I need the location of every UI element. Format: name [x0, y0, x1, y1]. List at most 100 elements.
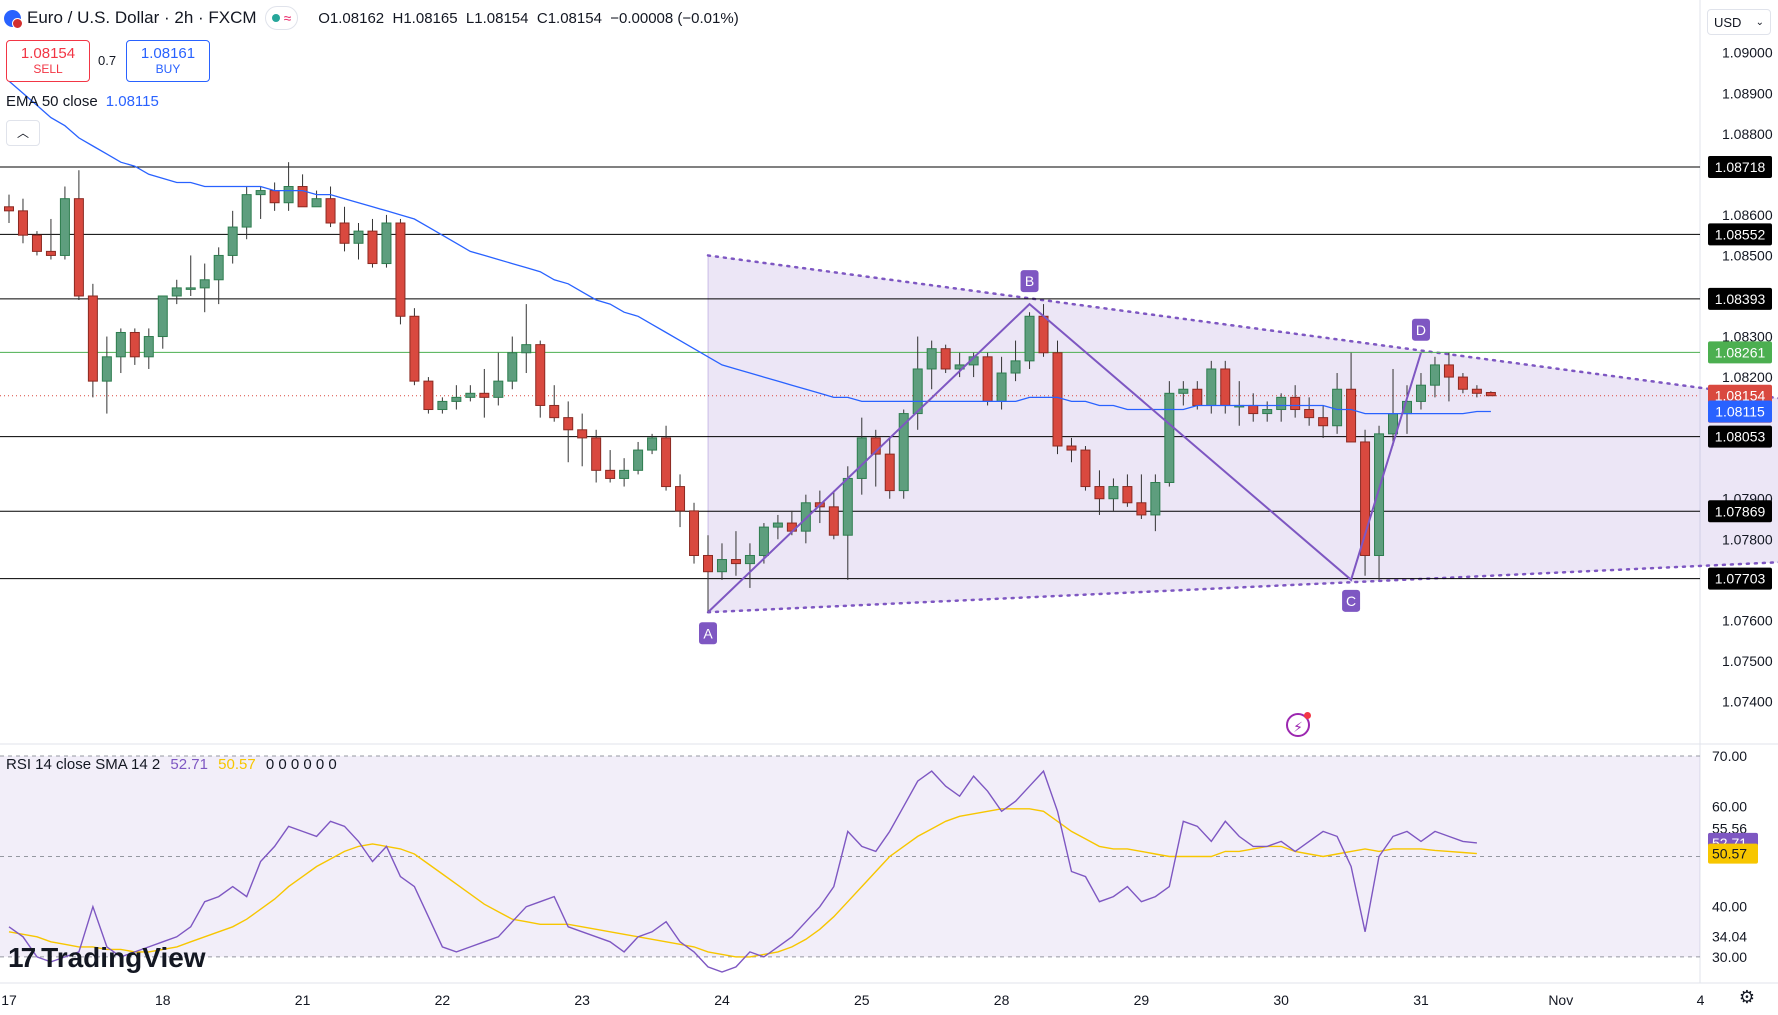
- candle-down: [828, 506, 839, 536]
- candle-up: [1276, 396, 1287, 411]
- price-axis-tick: 1.08800: [1722, 126, 1773, 142]
- candle-up: [507, 352, 518, 382]
- candle-up: [493, 380, 504, 398]
- candle-down: [1136, 502, 1147, 516]
- level-price-text: 1.08718: [1715, 159, 1766, 175]
- candle-up: [758, 526, 769, 556]
- candle-up: [451, 396, 462, 402]
- candle-up: [437, 400, 448, 411]
- rsi-axis-tick: 60.00: [1712, 798, 1747, 814]
- price-axis-tick: 1.07600: [1722, 612, 1773, 628]
- currency-select[interactable]: USD ⌄: [1707, 9, 1771, 35]
- abcd-point-badge: [699, 622, 717, 645]
- price-axis-tick: 1.08500: [1722, 247, 1773, 263]
- candle-up: [912, 368, 923, 415]
- sell-button[interactable]: 1.08154 SELL: [6, 40, 90, 82]
- candle-up: [856, 437, 867, 479]
- abcd-point-label: C: [1346, 593, 1356, 609]
- tradingview-logo-icon: 17: [8, 942, 36, 973]
- candle-down: [1304, 409, 1315, 419]
- candle-up: [157, 295, 168, 338]
- level-price-text: 1.07869: [1715, 503, 1766, 519]
- level-price-text: 1.08393: [1715, 291, 1766, 307]
- candle-down: [1052, 352, 1063, 447]
- candle-up: [213, 254, 224, 281]
- time-axis-tick: 22: [435, 992, 451, 1008]
- symbol-flag-icon: [4, 9, 23, 29]
- rsi-legend[interactable]: RSI 14 close SMA 14 2 52.71 50.57 0 0 0 …: [6, 756, 337, 773]
- candle-down: [1360, 441, 1371, 556]
- level-price-label: [1708, 223, 1772, 246]
- tradingview-logo[interactable]: 17 TradingView: [8, 942, 206, 973]
- candle-up: [101, 356, 112, 382]
- candle-up: [199, 279, 210, 289]
- candle-down: [1094, 486, 1105, 500]
- candle-down: [87, 295, 98, 382]
- rsi-axis-tick: 40.00: [1712, 899, 1747, 915]
- ema-50-line: [8, 80, 1491, 415]
- triangle-lower-trendline: [706, 561, 1778, 614]
- symbol-title[interactable]: Euro / U.S. Dollar · 2h · FXCM: [27, 8, 257, 27]
- level-price-label: [1708, 156, 1772, 179]
- candle-down: [1457, 376, 1468, 390]
- candle-up: [898, 413, 909, 492]
- time-axis-tick: 28: [994, 992, 1010, 1008]
- candle-up: [1024, 315, 1035, 362]
- price-axis-tick: 1.07400: [1722, 693, 1773, 709]
- candle-up: [1108, 486, 1119, 500]
- candle-down: [703, 554, 713, 573]
- candle-down: [1318, 417, 1329, 427]
- candle-down: [17, 210, 28, 236]
- candle-down: [1080, 449, 1091, 488]
- level-price-text: 1.08261: [1715, 344, 1766, 360]
- lightning-alert-icon[interactable]: ⚡: [1286, 712, 1311, 737]
- ema-legend[interactable]: EMA 50 close 1.08115: [6, 93, 159, 110]
- candle-up: [1262, 409, 1273, 415]
- candle-up: [381, 222, 392, 265]
- level-price-label: [1708, 567, 1772, 590]
- level-price-label: [1708, 341, 1772, 364]
- candle-down: [45, 250, 56, 256]
- candle-down: [1485, 391, 1496, 397]
- candle-down: [1290, 396, 1301, 411]
- candle-down: [297, 186, 308, 208]
- candle-up: [1415, 384, 1426, 402]
- candle-up: [283, 186, 294, 204]
- time-axis-tick: 25: [854, 992, 870, 1008]
- rsi-value-text: 34.04: [1712, 929, 1747, 945]
- rsi-value-label: [1708, 843, 1758, 864]
- rsi-value-text: 50.57: [1712, 846, 1747, 862]
- candle-down: [395, 222, 406, 317]
- candle-down: [325, 198, 336, 224]
- price-axis-tick: 1.08600: [1722, 207, 1773, 223]
- candle-down: [31, 234, 42, 252]
- candle-down: [675, 486, 686, 512]
- abcd-point-badge: [1020, 270, 1039, 293]
- candle-up: [465, 392, 476, 398]
- candle-up: [926, 348, 937, 370]
- rsi-value-text: 55.56: [1712, 821, 1747, 837]
- candle-down: [1038, 315, 1049, 354]
- ema-price-text: 1.08115: [1715, 404, 1765, 420]
- triangle-pattern-fill: [708, 255, 1778, 613]
- candle-down: [1220, 368, 1231, 406]
- market-status-badge[interactable]: ≈: [264, 6, 299, 30]
- candle-down: [884, 453, 895, 492]
- buy-button[interactable]: 1.08161 BUY: [126, 40, 210, 82]
- settings-icon[interactable]: ⚙: [1738, 987, 1756, 1007]
- candle-down: [129, 331, 140, 358]
- abcd-point-badge: [1411, 318, 1430, 341]
- price-axis-tick: 1.07800: [1722, 531, 1773, 547]
- candle-up: [1206, 368, 1217, 406]
- collapse-legend-button[interactable]: ︿: [6, 120, 40, 146]
- abcd-point-label: B: [1025, 273, 1034, 289]
- price-axis-tick: 1.08300: [1722, 329, 1773, 345]
- candle-up: [185, 287, 196, 290]
- candle-down: [1248, 404, 1259, 415]
- candle-down: [605, 469, 616, 479]
- price-axis-tick: 1.08900: [1722, 85, 1773, 101]
- level-price-text: 1.08552: [1715, 226, 1766, 242]
- ema-price-label: [1708, 400, 1772, 423]
- rsi-line: [8, 769, 1477, 973]
